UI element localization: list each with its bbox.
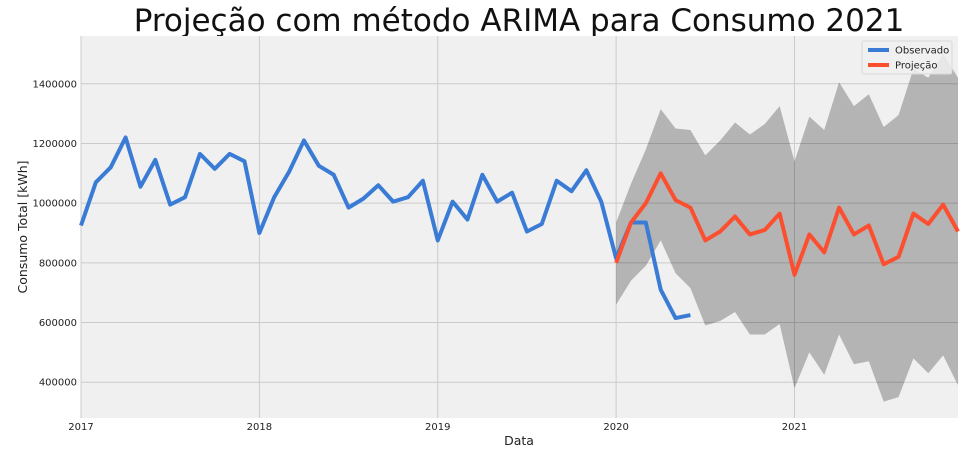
x-tick-label: 2018: [247, 422, 272, 433]
x-tick-label: 2017: [68, 422, 93, 433]
y-tick-label: 800000: [39, 258, 77, 269]
plot-area: [81, 36, 958, 418]
legend-label: Projeção: [895, 61, 938, 72]
confidence-interval: [616, 53, 958, 402]
x-tick-label: 2021: [782, 422, 807, 433]
legend: Observado Projeção: [861, 40, 953, 75]
x-tick-label: 2020: [603, 422, 628, 433]
y-axis-label: Consumo Total [kWh]: [15, 161, 30, 294]
series-line-observado: [79, 135, 691, 321]
chart-title: Projeção com método ARIMA para Consumo 2…: [134, 3, 905, 39]
y-tick-label: 1000000: [32, 199, 77, 210]
y-tick-label: 600000: [39, 318, 77, 329]
y-tick-labels: 400000 600000 800000 1000000 1200000 1400000: [32, 79, 77, 388]
y-tick-label: 400000: [39, 378, 77, 389]
y-tick-label: 1200000: [32, 139, 77, 150]
series-line-proje-o: [614, 171, 960, 277]
series-lines: [79, 135, 960, 321]
x-axis-label: Data: [504, 433, 534, 448]
y-tick-label: 1400000: [32, 79, 77, 90]
x-tick-label: 2019: [425, 422, 450, 433]
confidence-band: [616, 53, 958, 402]
legend-label: Observado: [895, 46, 949, 57]
x-tick-labels: 2017 2018 2019 2020 2021: [68, 422, 807, 433]
